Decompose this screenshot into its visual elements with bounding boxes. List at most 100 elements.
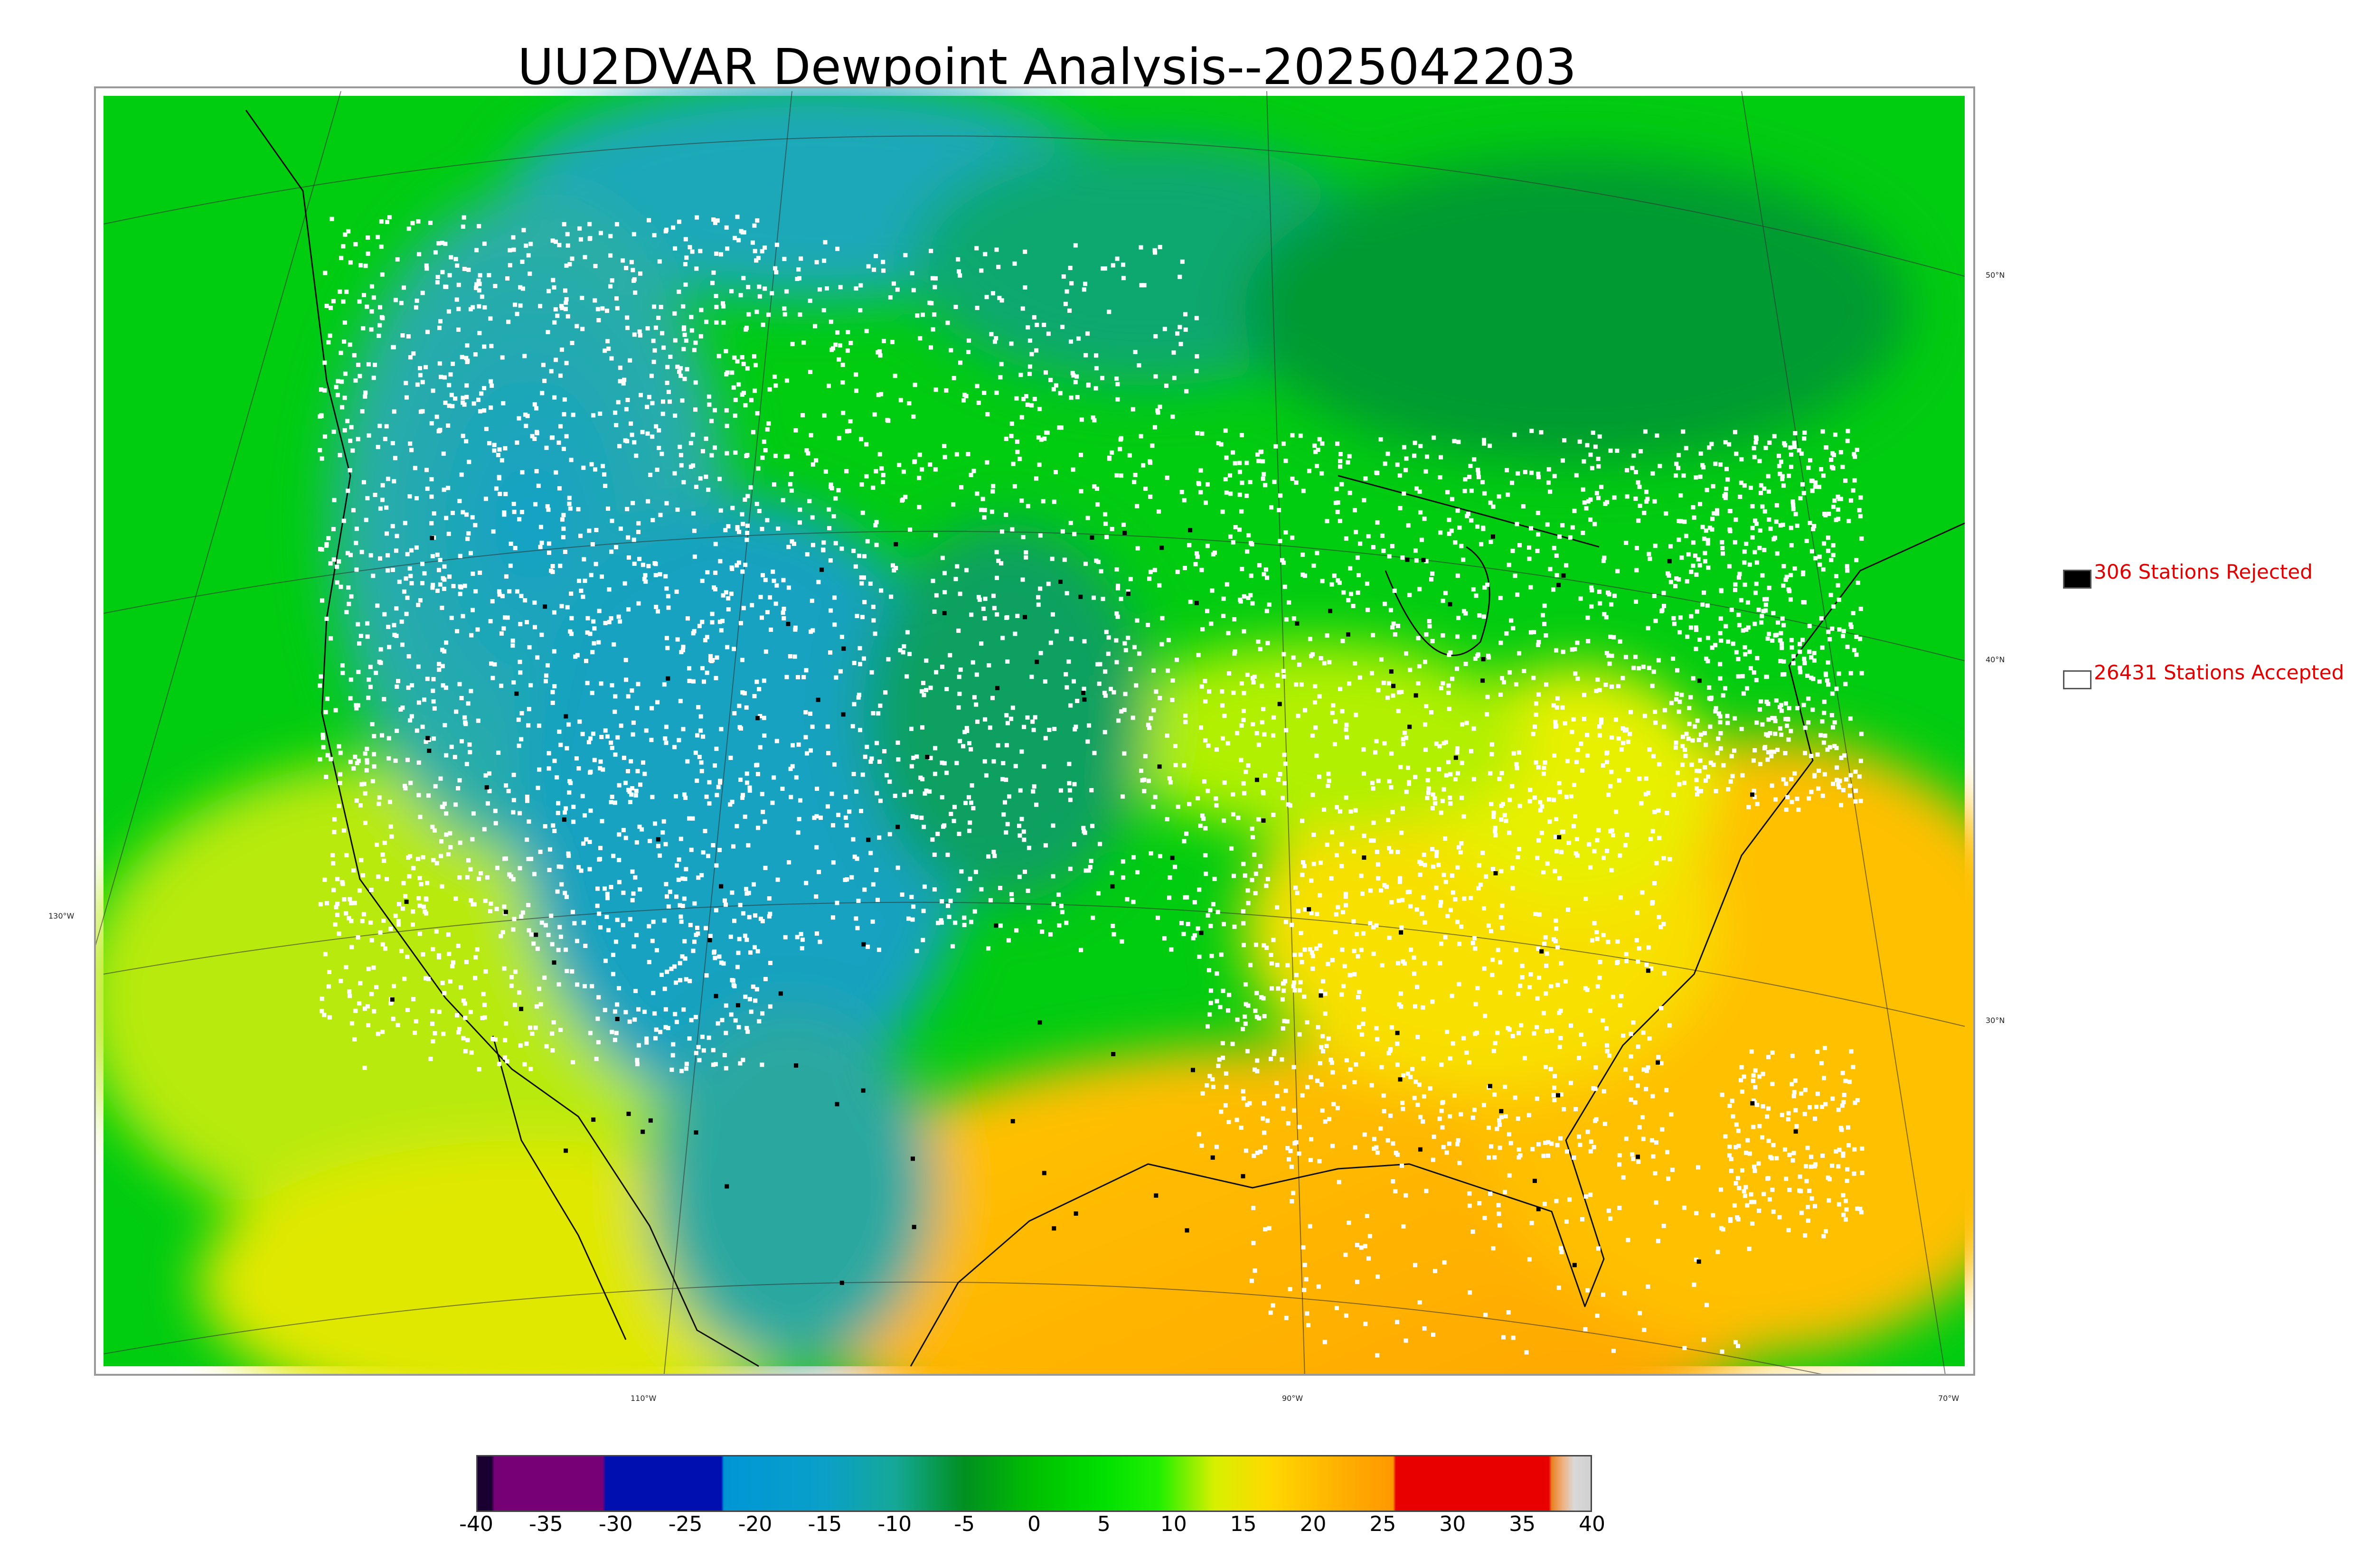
accepted-station-marker [437, 1009, 442, 1014]
accepted-station-marker [1806, 1205, 1810, 1210]
accepted-station-marker [1302, 573, 1307, 578]
accepted-station-marker [1498, 960, 1502, 965]
accepted-station-marker [1339, 842, 1344, 846]
accepted-station-marker [596, 640, 601, 645]
accepted-station-marker [665, 969, 669, 974]
accepted-station-marker [1657, 762, 1662, 767]
accepted-station-marker [500, 930, 505, 935]
accepted-station-marker [929, 345, 933, 350]
accepted-station-marker [1522, 669, 1526, 673]
accepted-station-marker [1366, 608, 1370, 612]
accepted-station-marker [1616, 736, 1621, 741]
accepted-station-marker [1733, 540, 1737, 545]
accepted-station-marker [1001, 812, 1006, 817]
accepted-station-marker [1440, 1125, 1445, 1130]
accepted-station-marker [1647, 747, 1652, 752]
accepted-station-marker [915, 313, 920, 318]
accepted-station-marker [1837, 1202, 1841, 1207]
accepted-station-marker [1831, 781, 1836, 786]
accepted-station-marker [1609, 770, 1614, 774]
accepted-station-marker [762, 439, 766, 444]
accepted-station-marker [1781, 623, 1786, 628]
accepted-station-marker [1688, 625, 1693, 630]
accepted-station-marker [1448, 1056, 1452, 1061]
accepted-station-marker [1489, 929, 1493, 933]
accepted-station-marker [461, 510, 465, 515]
accepted-station-marker [1694, 573, 1699, 577]
accepted-station-marker [1331, 1102, 1336, 1107]
accepted-station-marker [1573, 851, 1578, 856]
accepted-station-marker [1778, 638, 1783, 643]
accepted-station-marker [566, 722, 571, 727]
accepted-station-marker [1301, 860, 1306, 864]
accepted-station-marker [1565, 907, 1570, 912]
accepted-station-marker [1661, 591, 1666, 595]
accepted-station-marker [967, 795, 971, 799]
accepted-station-marker [1295, 891, 1300, 895]
accepted-station-marker [547, 847, 552, 852]
accepted-station-marker [1206, 482, 1210, 487]
accepted-station-marker [509, 984, 514, 988]
accepted-station-marker [881, 260, 886, 264]
rejected-legend-label: 306 Stations Rejected [2094, 560, 2313, 583]
accepted-station-marker [995, 612, 999, 617]
accepted-station-marker [1483, 1313, 1488, 1317]
lon-label-70w: 70°W [1938, 1394, 1959, 1403]
accepted-station-marker [1740, 674, 1745, 678]
accepted-station-marker [1338, 686, 1342, 691]
accepted-station-marker [334, 905, 339, 910]
accepted-station-marker [420, 380, 425, 385]
accepted-station-marker [400, 906, 405, 911]
accepted-station-marker [1402, 445, 1406, 450]
accepted-station-marker [839, 635, 844, 639]
accepted-station-marker [681, 347, 686, 351]
accepted-station-marker [911, 288, 916, 292]
accepted-station-marker [1460, 722, 1465, 727]
accepted-station-marker [1625, 494, 1630, 499]
accepted-station-marker [1220, 736, 1225, 741]
accepted-station-marker [448, 372, 453, 377]
accepted-station-marker [994, 336, 999, 340]
accepted-station-marker [714, 908, 718, 912]
accepted-station-marker [1453, 897, 1458, 901]
accepted-station-marker [517, 990, 522, 995]
accepted-station-marker [1231, 450, 1235, 455]
accepted-station-marker [1542, 941, 1547, 946]
accepted-station-marker [1269, 953, 1273, 957]
accepted-station-marker [1069, 281, 1074, 286]
accepted-station-marker [1629, 710, 1633, 714]
accepted-station-marker [508, 248, 512, 253]
accepted-station-marker [1277, 508, 1281, 512]
accepted-station-marker [1536, 643, 1540, 648]
accepted-station-marker [1855, 1206, 1860, 1211]
accepted-station-marker [1196, 482, 1201, 487]
accepted-station-marker [1262, 472, 1266, 477]
accepted-station-marker [1633, 497, 1638, 501]
accepted-station-marker [485, 875, 490, 880]
accepted-station-marker [325, 696, 330, 701]
accepted-station-marker [1418, 444, 1423, 449]
accepted-station-marker [1416, 636, 1421, 640]
accepted-station-marker [1130, 715, 1135, 720]
accepted-station-marker [838, 343, 842, 348]
accepted-station-marker [1128, 577, 1133, 582]
accepted-station-marker [986, 854, 991, 859]
accepted-station-marker [1782, 1147, 1787, 1152]
accepted-station-marker [451, 361, 455, 366]
accepted-station-marker [1792, 441, 1797, 445]
accepted-station-marker [1327, 779, 1331, 783]
accepted-station-marker [1496, 1203, 1501, 1208]
accepted-station-marker [1390, 544, 1394, 548]
accepted-station-marker [790, 342, 795, 347]
accepted-station-marker [710, 658, 715, 663]
accepted-station-marker [1455, 667, 1459, 671]
accepted-station-marker [784, 675, 789, 679]
accepted-station-marker [1330, 830, 1334, 835]
accepted-station-marker [1557, 876, 1562, 881]
accepted-station-marker [846, 330, 850, 335]
accepted-station-marker [1770, 1081, 1775, 1086]
accepted-station-marker [365, 496, 370, 500]
accepted-station-marker [1334, 1305, 1339, 1310]
accepted-station-marker [757, 1019, 762, 1023]
accepted-station-marker [1037, 462, 1042, 467]
